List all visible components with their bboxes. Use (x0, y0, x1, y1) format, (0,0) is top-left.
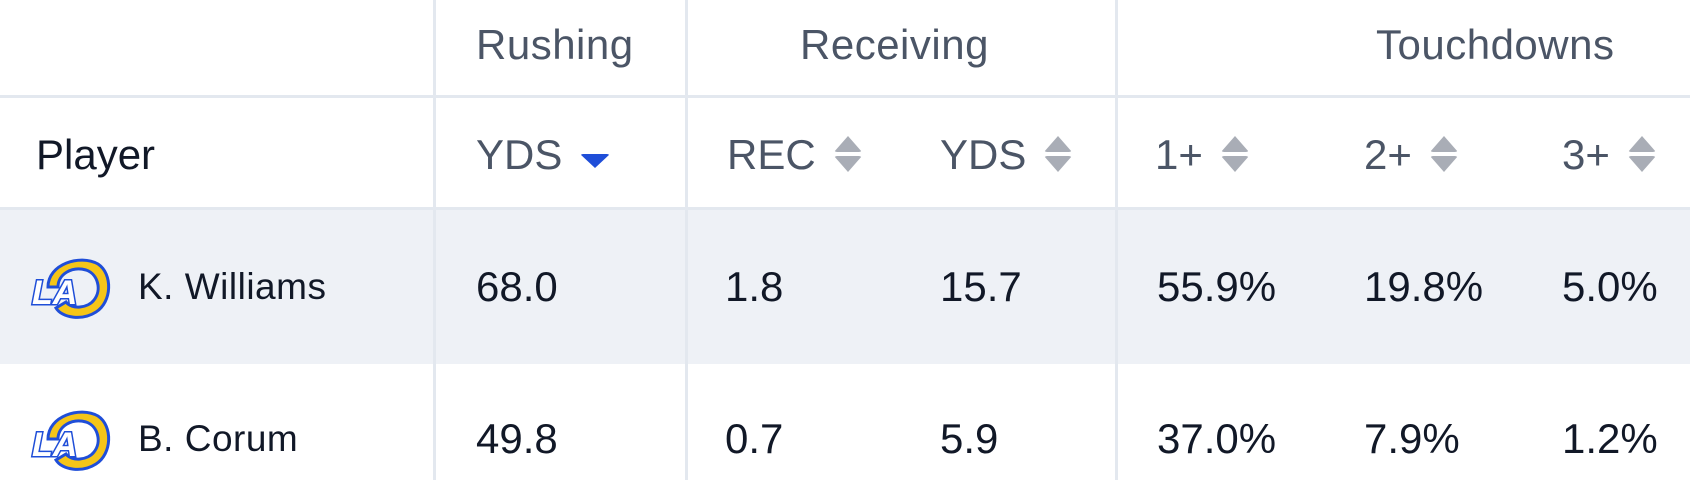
td2-value: 19.8% (1364, 263, 1484, 310)
column-header-rec-yds[interactable]: YDS (940, 120, 1073, 190)
player-name[interactable]: K. Williams (138, 266, 327, 307)
column-header-td1[interactable]: 1+ (1155, 120, 1249, 190)
header-divider (0, 95, 1690, 98)
sort-icon[interactable] (1044, 134, 1073, 176)
sort-icon[interactable] (833, 134, 862, 176)
column-header-td3[interactable]: 3+ (1562, 120, 1656, 190)
column-header-rush-yds[interactable]: YDS (476, 120, 611, 190)
svg-text:LA: LA (32, 426, 77, 464)
col-divider-rushing (685, 0, 688, 480)
column-header-rec[interactable]: REC (727, 120, 862, 190)
column-header-player[interactable]: Player (36, 120, 155, 190)
col-divider-player (433, 0, 436, 480)
rams-logo-icon: LA (31, 258, 111, 319)
group-header-touchdowns: Touchdowns (1376, 21, 1615, 68)
sort-icon[interactable] (1220, 134, 1249, 176)
svg-text:LA: LA (32, 274, 77, 312)
group-header-rushing: Rushing (476, 21, 634, 68)
column-header-player-label: Player (36, 131, 156, 178)
td1-value: 55.9% (1157, 263, 1277, 310)
rams-logo-icon: LA (31, 410, 111, 471)
td3-value: 5.0% (1562, 263, 1658, 310)
td3-value: 1.2% (1562, 415, 1658, 462)
rec-value: 1.8 (725, 263, 784, 310)
sort-icon[interactable] (1627, 134, 1656, 176)
player-name[interactable]: B. Corum (138, 418, 299, 459)
sort-icon[interactable] (1429, 134, 1458, 176)
sort-desc-icon[interactable] (580, 134, 611, 176)
col-divider-receiving (1115, 0, 1118, 480)
column-header-rec-label: REC (727, 131, 816, 178)
header-bottom-divider (0, 207, 1690, 210)
column-header-td1-label: 1+ (1155, 131, 1203, 178)
column-header-td3-label: 3+ (1562, 131, 1610, 178)
rec-yds-value: 5.9 (940, 415, 999, 462)
column-header-td2-label: 2+ (1364, 131, 1412, 178)
rec-yds-value: 15.7 (940, 263, 1022, 310)
highlighted-row-bg (0, 210, 1690, 364)
column-header-rush-yds-label: YDS (476, 131, 563, 178)
column-header-td2[interactable]: 2+ (1364, 120, 1458, 190)
td1-value: 37.0% (1157, 415, 1277, 462)
rush-yds-value: 68.0 (476, 263, 558, 310)
group-header-receiving: Receiving (800, 21, 989, 68)
rush-yds-value: 49.8 (476, 415, 558, 462)
rec-value: 0.7 (725, 415, 784, 462)
td2-value: 7.9% (1364, 415, 1460, 462)
column-header-rec-yds-label: YDS (940, 131, 1027, 178)
